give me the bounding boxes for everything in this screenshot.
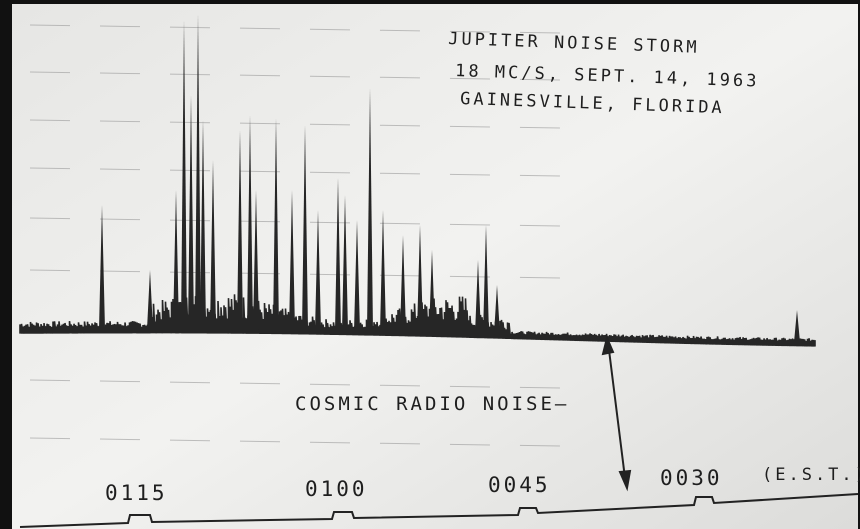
trace-spike [400,235,406,333]
trace-spike [188,95,194,330]
trace-spike [367,88,373,332]
trace-spike [417,225,423,333]
time-label: 0115 [105,481,168,505]
grid-line [29,217,561,227]
grid-line [29,379,561,389]
paper [12,4,858,529]
trace-spike [354,220,360,332]
trace-spike [494,285,500,335]
grid-line [29,24,561,34]
annotation: COSMIC RADIO NOISE— [295,393,569,415]
trace-spike [247,115,253,330]
trace-spike [342,195,348,332]
trace-spike [237,130,243,330]
trace-spike [253,190,259,330]
trace-spike [99,205,105,330]
trace-spike [475,260,481,335]
trace-spike [335,178,341,331]
time-label: 0045 [488,473,551,497]
time-unit: (E.S.T.) [762,465,860,485]
trace-spike [195,14,201,330]
trace-spike [315,210,321,331]
trace-spike [181,20,187,330]
trace-spike [794,310,800,343]
grid-line [29,269,561,279]
trace-spike [289,190,295,331]
trace-spike [380,210,386,332]
arrow [601,334,632,492]
signal-trace [19,14,816,347]
time-label: 0030 [660,466,723,490]
time-label: 0100 [305,477,368,501]
grid-line [29,437,561,447]
trace-spike [173,190,179,330]
grid-line [29,119,561,129]
trace-spike [273,118,279,331]
time-marker-line [19,493,859,528]
grid-line [29,71,561,81]
trace-spike [483,225,489,335]
trace-spike [302,125,308,331]
trace-spike [210,160,216,330]
trace-spike [200,120,206,330]
chart-grid [29,24,561,447]
grid-line [29,167,561,177]
trace-spike [429,250,435,333]
trace-spike [147,270,153,330]
